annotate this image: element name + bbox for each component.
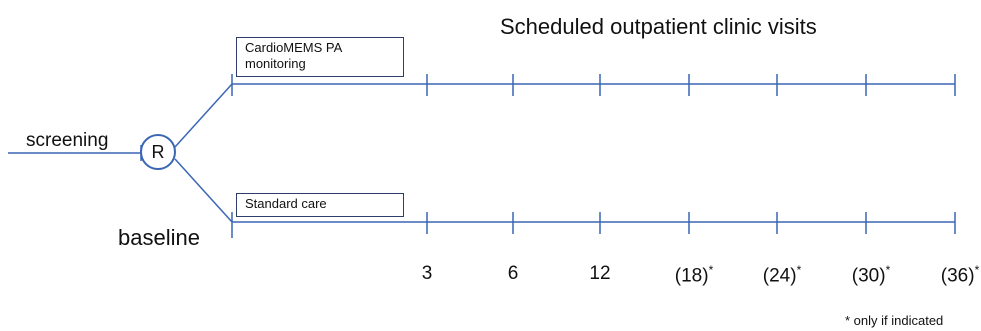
visit-month-label: (18)* bbox=[675, 263, 713, 287]
diagram-title: Scheduled outpatient clinic visits bbox=[500, 14, 817, 39]
arm-box-cardiomems: CardioMEMS PA monitoring bbox=[236, 37, 404, 77]
baseline-label: baseline bbox=[118, 225, 200, 250]
visit-month-text: 6 bbox=[507, 263, 519, 284]
branch-top bbox=[174, 83, 233, 148]
randomization-node: R bbox=[140, 134, 176, 170]
visit-month-label: (36)* bbox=[941, 263, 979, 287]
visit-month-text: 3 bbox=[421, 263, 433, 284]
visit-month-text: (24) bbox=[762, 265, 797, 287]
optional-asterisk: * bbox=[885, 263, 891, 277]
visit-month-text: 12 bbox=[589, 263, 611, 284]
visit-month-label: 3 bbox=[422, 263, 433, 285]
footnote: * only if indicated bbox=[845, 313, 944, 328]
visit-month-label: 12 bbox=[589, 263, 610, 285]
optional-asterisk: * bbox=[796, 263, 802, 277]
visit-month-text: (18) bbox=[674, 265, 709, 287]
branch-bottom bbox=[174, 158, 233, 223]
visit-month-text: (36) bbox=[940, 265, 975, 287]
arm-box-standard-care: Standard care bbox=[236, 193, 404, 217]
visit-month-label: 6 bbox=[508, 263, 519, 285]
visit-month-label: (24)* bbox=[763, 263, 801, 287]
visit-month-text: (30) bbox=[851, 265, 886, 287]
optional-asterisk: * bbox=[974, 263, 980, 277]
visit-month-label: (30)* bbox=[852, 263, 890, 287]
optional-asterisk: * bbox=[708, 263, 714, 277]
screening-label: screening bbox=[26, 130, 109, 151]
